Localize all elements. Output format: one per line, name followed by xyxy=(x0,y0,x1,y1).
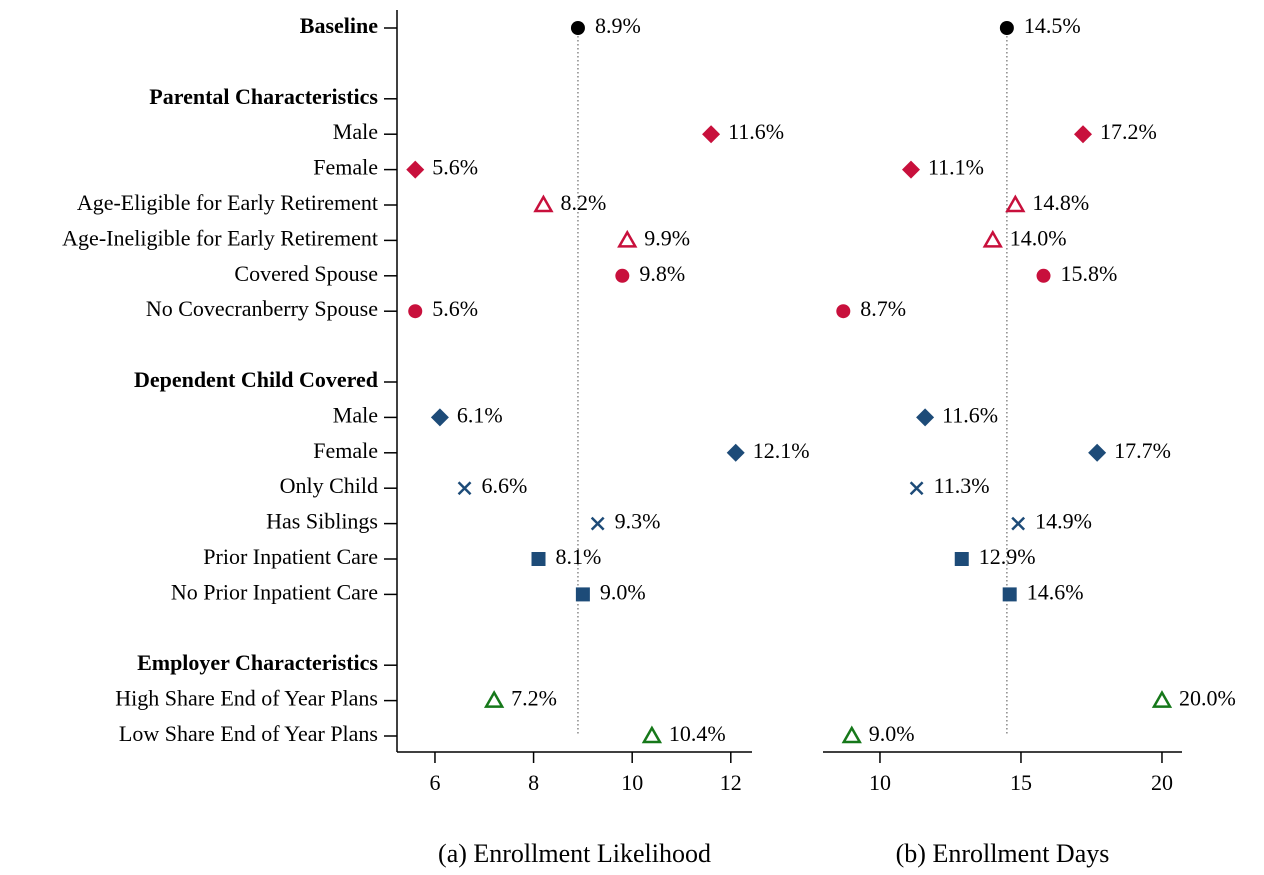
point xyxy=(483,690,505,708)
value-label: 8.2% xyxy=(560,190,606,215)
point xyxy=(570,21,585,35)
value-label: 12.1% xyxy=(753,438,810,463)
point xyxy=(916,408,935,427)
row-label: High Share End of Year Plans xyxy=(115,686,378,711)
row-label: Employer Characteristics xyxy=(137,650,378,675)
row-label: Age-Ineligible for Early Retirement xyxy=(62,225,378,250)
point xyxy=(702,125,721,144)
row-label: Parental Characteristics xyxy=(149,84,378,109)
point xyxy=(1011,516,1026,531)
point xyxy=(617,229,638,248)
value-label: 14.9% xyxy=(1035,509,1092,534)
row-label: No Prior Inpatient Care xyxy=(171,579,378,604)
value-label: 17.2% xyxy=(1100,119,1157,144)
value-label: 9.9% xyxy=(644,225,690,250)
row-label: Baseline xyxy=(300,13,378,38)
point xyxy=(841,725,862,744)
row-label: Covered Spouse xyxy=(234,261,378,286)
point xyxy=(999,21,1014,35)
point xyxy=(457,481,472,496)
value-label: 8.9% xyxy=(595,13,641,38)
point xyxy=(531,552,546,566)
row-label: Female xyxy=(313,438,378,463)
row-label: Only Child xyxy=(280,473,378,498)
x-axis-title: (a) Enrollment Likelihood xyxy=(438,839,711,868)
value-label: 5.6% xyxy=(432,296,478,321)
point xyxy=(726,443,745,462)
value-label: 11.6% xyxy=(942,402,998,427)
x-tick-label: 10 xyxy=(869,770,891,795)
value-label: 11.3% xyxy=(934,473,990,498)
value-label: 8.7% xyxy=(860,296,906,321)
value-label: 20.0% xyxy=(1179,686,1236,711)
point xyxy=(1088,443,1107,462)
point xyxy=(590,516,605,531)
x-tick-label: 6 xyxy=(429,770,440,795)
x-tick-label: 8 xyxy=(528,770,539,795)
value-label: 9.8% xyxy=(639,261,685,286)
x-tick-label: 20 xyxy=(1151,770,1173,795)
row-label: Low Share End of Year Plans xyxy=(119,721,378,746)
value-label: 10.4% xyxy=(669,721,726,746)
value-label: 14.5% xyxy=(1024,13,1081,38)
value-label: 7.2% xyxy=(511,686,557,711)
value-label: 15.8% xyxy=(1061,261,1118,286)
x-tick-label: 10 xyxy=(621,770,643,795)
value-label: 14.8% xyxy=(1032,190,1089,215)
row-label: Prior Inpatient Care xyxy=(203,544,378,569)
row-label: Male xyxy=(333,402,378,427)
row-label: No Covecranberry Spouse xyxy=(146,296,378,321)
point xyxy=(1005,194,1026,213)
point xyxy=(406,160,425,179)
value-label: 5.6% xyxy=(432,155,478,180)
point xyxy=(954,552,969,566)
x-axis-title: (b) Enrollment Days xyxy=(896,839,1110,868)
value-label: 9.3% xyxy=(615,509,661,534)
point xyxy=(1074,125,1093,144)
x-tick-label: 12 xyxy=(720,770,742,795)
value-label: 6.6% xyxy=(482,473,528,498)
row-label: Dependent Child Covered xyxy=(134,367,378,392)
point xyxy=(1002,587,1017,602)
value-label: 9.0% xyxy=(600,579,646,604)
value-label: 8.1% xyxy=(556,544,602,569)
row-label: Has Siblings xyxy=(266,509,378,534)
value-label: 11.1% xyxy=(928,155,984,180)
value-label: 6.1% xyxy=(457,402,503,427)
row-label: Female xyxy=(313,155,378,180)
point xyxy=(430,408,449,427)
point xyxy=(533,194,554,213)
value-label: 14.0% xyxy=(1010,225,1067,250)
value-label: 17.7% xyxy=(1114,438,1171,463)
x-tick-label: 15 xyxy=(1010,770,1032,795)
point xyxy=(909,481,924,496)
value-label: 14.6% xyxy=(1027,579,1084,604)
value-label: 9.0% xyxy=(869,721,915,746)
point xyxy=(901,160,920,179)
point xyxy=(641,725,663,744)
value-label: 11.6% xyxy=(728,119,784,144)
point xyxy=(575,587,590,602)
row-label: Age-Eligible for Early Retirement xyxy=(77,190,378,215)
point xyxy=(408,304,423,319)
point xyxy=(836,304,851,319)
row-label: Male xyxy=(333,119,378,144)
point xyxy=(615,268,630,283)
point xyxy=(1151,690,1173,708)
point xyxy=(982,229,1003,248)
point xyxy=(1036,268,1051,283)
value-label: 12.9% xyxy=(979,544,1036,569)
